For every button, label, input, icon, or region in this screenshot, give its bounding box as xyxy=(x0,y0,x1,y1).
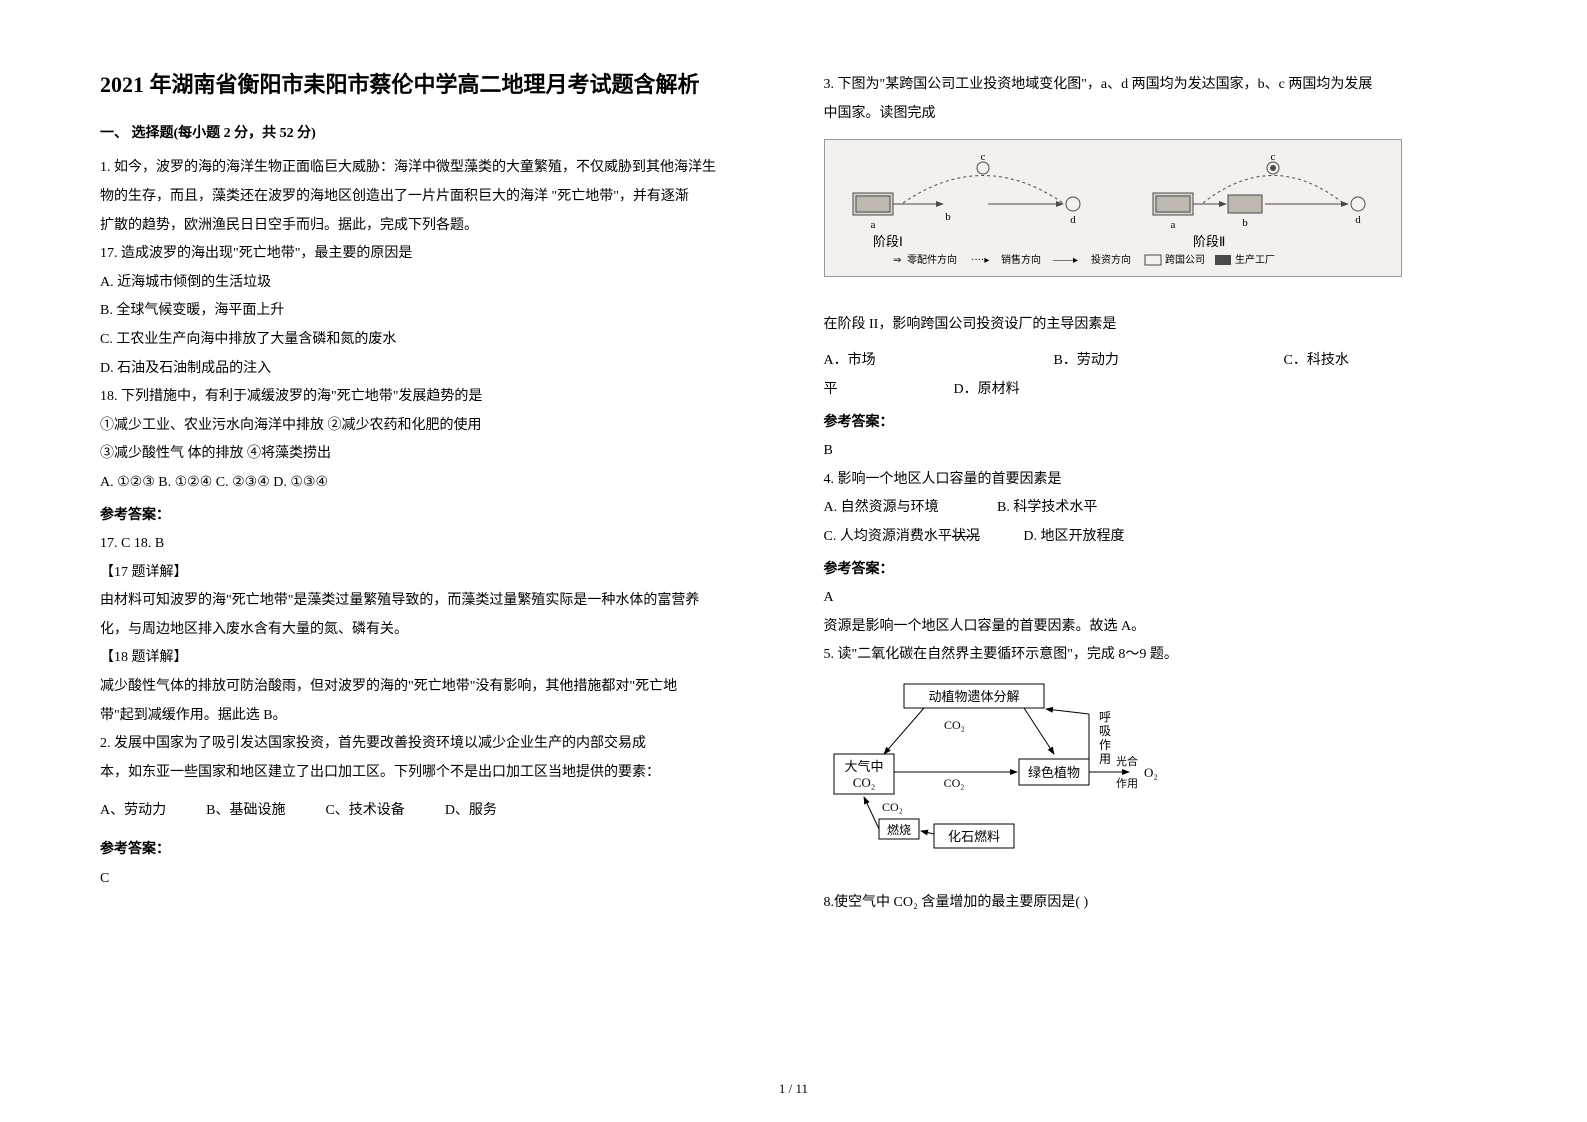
q1-answer-label: 参考答案： xyxy=(100,503,764,530)
q4-stem: 4. 影响一个地区人口容量的首要因素是 xyxy=(824,467,1488,494)
q1-stem-line3: 扩散的趋势，欧洲渔民日日空手而归。据此，完成下列各题。 xyxy=(100,213,764,240)
q5-breath4: 用 xyxy=(1099,752,1111,766)
q5-breath3: 作 xyxy=(1099,738,1111,752)
svg-text:——▸: ——▸ xyxy=(1052,255,1078,266)
q5-co2-2: CO₂ xyxy=(943,776,964,790)
q5-photo1: 光合 xyxy=(1116,754,1138,768)
q5-co2-1: CO₂ xyxy=(944,718,965,732)
q5-fossil: 化石燃料 xyxy=(947,829,999,844)
q3-opt-d: D．原材料 xyxy=(954,377,1020,404)
left-column: 2021 年湖南省衡阳市耒阳市蔡伦中学高二地理月考试题含解析 一、 选择题(每小… xyxy=(100,70,764,1070)
q1-exp17-1: 由材料可知波罗的海"死亡地带"是藻类过量繁殖导致的，而藻类过量繁殖实际是一种水体… xyxy=(100,588,764,615)
q5-atmos1: 大气中 xyxy=(844,759,883,774)
q4-row2: C. 人均资源消费水平状况 D. 地区开放程度 xyxy=(824,524,1488,551)
q3-node-c: c xyxy=(980,151,985,163)
q5-figure: 动植物遗体分解 CO₂ 大气中 CO₂ 绿色植物 CO₂ 呼 xyxy=(824,679,1488,870)
q3-stem1: 3. 下图为"某跨国公司工业投资地域变化图"，a、d 两国均为发达国家，b、c … xyxy=(824,72,1488,99)
q3-options-row1: A．市场 B．劳动力 C．科技水 xyxy=(824,348,1488,375)
q3-stage1-label: 阶段Ⅰ xyxy=(873,234,903,249)
q5-breath2: 吸 xyxy=(1099,724,1111,738)
q4-opt-d: D. 地区开放程度 xyxy=(1023,529,1124,544)
q4-answer: A xyxy=(824,585,1488,612)
q1-exp18-2: 带"起到减缓作用。据此选 B。 xyxy=(100,703,764,730)
q2-opt-b: B、基础设施 xyxy=(206,798,285,825)
q1-opt-a: A. 近海城市倾倒的生活垃圾 xyxy=(100,270,764,297)
svg-text:c: c xyxy=(1270,151,1275,163)
q1-opt-d: D. 石油及石油制成品的注入 xyxy=(100,356,764,383)
q5-burn: 燃烧 xyxy=(886,822,910,837)
q5-o2: O₂ xyxy=(1144,765,1158,780)
svg-text:····▸: ····▸ xyxy=(971,255,989,266)
q3-legend-parts: 零配件方向 xyxy=(907,253,957,266)
q3-stem2: 中国家。读图完成 xyxy=(824,101,1488,128)
q1-stem-line2: 物的生存，而且，藻类还在波罗的海地区创造出了一片片面积巨大的海洋 "死亡地带"，… xyxy=(100,184,764,211)
q3-legend-factory: 生产工厂 xyxy=(1235,253,1275,266)
section-1-heading: 一、 选择题(每小题 2 分，共 52 分) xyxy=(100,121,764,148)
q5-diagram-svg: 动植物遗体分解 CO₂ 大气中 CO₂ 绿色植物 CO₂ 呼 xyxy=(824,679,1164,859)
q1-opts2: ③减少酸性气 体的排放 ④将藻类捞出 xyxy=(100,441,764,468)
q3-sub: 在阶段 II，影响跨国公司投资设厂的主导因素是 xyxy=(824,312,1488,339)
q3-answer-label: 参考答案： xyxy=(824,410,1488,437)
right-column: 3. 下图为"某跨国公司工业投资地域变化图"，a、d 两国均为发达国家，b、c … xyxy=(824,70,1488,1070)
q1-stem-line1: 1. 如今，波罗的海的海洋生物正面临巨大威胁：海洋中微型藻类的大童繁殖，不仅威胁… xyxy=(100,155,764,182)
q1-exp18-1: 减少酸性气体的排放可防治酸雨，但对波罗的海的"死亡地带"没有影响，其他措施都对"… xyxy=(100,674,764,701)
q1-exp18-h: 【18 题详解】 xyxy=(100,645,764,672)
q3-opt-b: B．劳动力 xyxy=(1054,348,1284,375)
q1-sub18: 18. 下列措施中，有利于减缓波罗的海"死亡地带"发展趋势的是 xyxy=(100,384,764,411)
q5-decompose: 动植物遗体分解 xyxy=(928,689,1019,704)
q2-answer-label: 参考答案： xyxy=(100,837,764,864)
q2-stem2: 本，如东亚一些国家和地区建立了出口加工区。下列哪个不是出口加工区当地提供的要素： xyxy=(100,760,764,787)
svg-text:d: d xyxy=(1355,214,1361,226)
q3-legend-company: 跨国公司 xyxy=(1165,254,1205,266)
q3-opt-c: C．科技水 xyxy=(1284,348,1349,375)
page-number: 1 / 11 xyxy=(779,1081,808,1097)
q1-opt-b: B. 全球气候变暖，海平面上升 xyxy=(100,298,764,325)
q4-opt-b: B. 科学技术水平 xyxy=(997,500,1097,515)
q3-node-d: d xyxy=(1070,214,1076,226)
q1-exp17-2: 化，与周边地区排入废水含有大量的氮、磷有关。 xyxy=(100,617,764,644)
q4-opt-a: A. 自然资源与环境 xyxy=(824,495,994,522)
q3-legend-invest: 投资方向 xyxy=(1091,253,1131,266)
q3-stage2-label: 阶段Ⅱ xyxy=(1193,234,1225,249)
q1-opts1: ①减少工业、农业污水向海洋中排放 ②减少农药和化肥的使用 xyxy=(100,413,764,440)
q2-stem1: 2. 发展中国家为了吸引发达国家投资，首先要改善投资环境以减少企业生产的内部交易… xyxy=(100,731,764,758)
q1-exp17-h: 【17 题详解】 xyxy=(100,560,764,587)
q3-figure: a c b d 阶段Ⅰ a xyxy=(824,139,1402,277)
q2-answer: C xyxy=(100,866,764,893)
q4-opt-c-strike: 状况 xyxy=(952,529,980,544)
q1-opt-c: C. 工农业生产向海中排放了大量含磷和氮的废水 xyxy=(100,327,764,354)
q3-legend-sales: 销售方向 xyxy=(1001,253,1041,266)
q4-exp: 资源是影响一个地区人口容量的首要因素。故选 A。 xyxy=(824,614,1488,641)
q3-diagram-svg: a c b d 阶段Ⅰ a xyxy=(833,148,1393,268)
q3-opt-a: A．市场 xyxy=(824,348,1054,375)
svg-text:⇒: ⇒ xyxy=(893,255,901,266)
q5-stem: 5. 读"二氧化碳在自然界主要循环示意图"，完成 8～9 题。 xyxy=(824,642,1488,669)
q4-row1: A. 自然资源与环境 B. 科学技术水平 xyxy=(824,495,1488,522)
q5-plants: 绿色植物 xyxy=(1027,765,1079,780)
q2-options: A、劳动力 B、基础设施 C、技术设备 D、服务 xyxy=(100,798,764,825)
q3-node-b: b xyxy=(945,211,951,223)
q2-opt-a: A、劳动力 xyxy=(100,798,166,825)
svg-text:b: b xyxy=(1242,217,1248,229)
q4-opt-c: C. 人均资源消费水平 xyxy=(824,529,952,544)
doc-title: 2021 年湖南省衡阳市耒阳市蔡伦中学高二地理月考试题含解析 xyxy=(100,70,764,101)
q3-options-row2: 平 D．原材料 xyxy=(824,377,1488,404)
q5-co2-3: CO₂ xyxy=(882,800,903,814)
q3-answer: B xyxy=(824,438,1488,465)
q3-node-a: a xyxy=(870,219,875,231)
q5-photo2: 作用 xyxy=(1116,777,1138,790)
q1-sub17: 17. 造成波罗的海出现"死亡地带"，最主要的原因是 xyxy=(100,241,764,268)
q3-opt-c2: 平 xyxy=(824,377,954,404)
q5-sub8: 8.使空气中 CO₂ 含量增加的最主要原因是( ) xyxy=(824,890,1488,917)
q2-opt-c: C、技术设备 xyxy=(325,798,404,825)
q2-opt-d: D、服务 xyxy=(445,798,497,825)
q5-breath1: 呼 xyxy=(1099,710,1111,724)
q1-answer: 17. C 18. B xyxy=(100,531,764,558)
svg-text:a: a xyxy=(1170,219,1175,231)
q4-answer-label: 参考答案： xyxy=(824,557,1488,584)
q1-choices: A. ①②③ B. ①②④ C. ②③④ D. ①③④ xyxy=(100,470,764,497)
q5-atmos2: CO₂ xyxy=(852,775,875,790)
